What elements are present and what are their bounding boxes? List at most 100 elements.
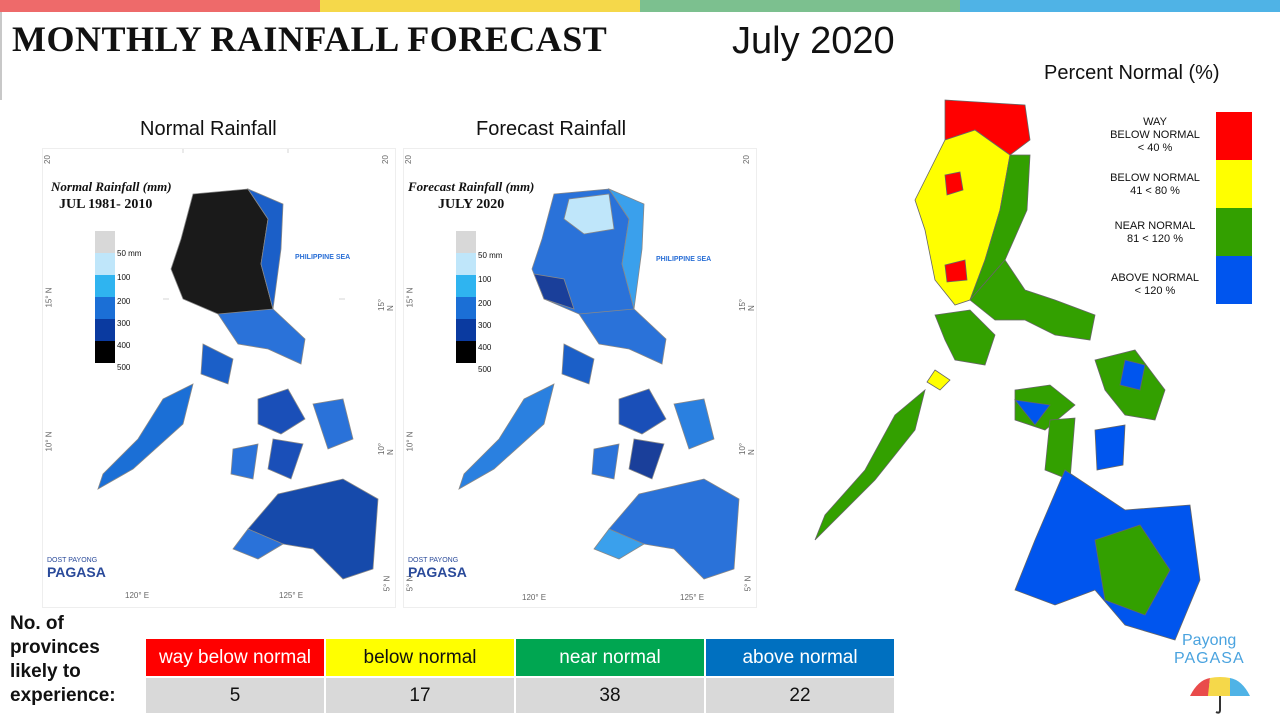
forecast-map-caption: Forecast Rainfall (mm) xyxy=(408,179,535,194)
legend-line: 81 < 120 % xyxy=(1127,233,1183,245)
branding-payong: Payong xyxy=(1182,632,1237,649)
scale-label: 100 xyxy=(117,273,131,282)
count-way-below-normal: 5 xyxy=(146,678,324,713)
scale-label: 100 xyxy=(478,275,492,284)
scale-label: 300 xyxy=(478,321,492,330)
percent-normal-map xyxy=(814,99,1201,641)
header-above-normal: above normal xyxy=(706,639,894,676)
top-color-bar xyxy=(0,0,1280,12)
top-bar-red xyxy=(0,0,320,12)
lat-label: 15° N xyxy=(377,298,395,311)
left-divider xyxy=(0,12,2,100)
legend-above: ABOVE NORMAL < 120 % xyxy=(1100,272,1210,298)
provinces-label-line: experience: xyxy=(10,685,116,706)
legend-line: ABOVE NORMAL xyxy=(1110,272,1200,284)
top-bar-green xyxy=(640,0,960,12)
scale-swatch xyxy=(95,319,115,341)
lat-label: 15° N xyxy=(44,287,54,308)
normal-rainfall-map: Normal Rainfall (mm) JUL 1981- 2010 50 m… xyxy=(42,148,396,608)
scale-label: 200 xyxy=(117,297,131,306)
count-below-normal: 17 xyxy=(326,678,514,713)
top-bar-yellow xyxy=(320,0,640,12)
lon-label: 120° E xyxy=(125,591,150,600)
forecast-map-scale xyxy=(456,231,476,363)
scale-label: 300 xyxy=(117,319,131,328)
lon-label: 120° E xyxy=(522,593,547,602)
lat-label: 10° N xyxy=(738,442,756,455)
sea-label: PHILIPPINE SEA xyxy=(656,256,712,263)
header-way-below-normal: way below normal xyxy=(146,639,324,676)
provinces-label: No. of provinces likely to experience: xyxy=(10,612,116,708)
logo-top-text: DOST PAYONG xyxy=(47,557,98,564)
lat-label: 20 xyxy=(403,155,413,164)
forecast-rainfall-map-graphic xyxy=(458,188,740,580)
normal-map-caption: Normal Rainfall (mm) xyxy=(51,179,172,194)
legend-below: BELOW NORMAL 41 < 80 % xyxy=(1100,172,1210,198)
lat-label: 5° N xyxy=(382,575,392,592)
scale-label: 50 mm xyxy=(478,251,503,260)
lat-label: 20 xyxy=(741,155,751,164)
pagasa-logo: DOST PAYONG PAGASA xyxy=(47,557,106,580)
percent-normal-title: Percent Normal (%) xyxy=(1044,62,1220,84)
normal-map-subcaption: JUL 1981- 2010 xyxy=(59,197,153,212)
header-below-normal: below normal xyxy=(326,639,514,676)
lat-label: 15° N xyxy=(405,287,415,308)
legend-swatch-yellow xyxy=(1216,160,1252,208)
scale-swatch xyxy=(456,341,476,363)
legend-swatch-green xyxy=(1216,208,1252,256)
legend-swatch-red xyxy=(1216,112,1252,160)
scale-label: 200 xyxy=(478,299,492,308)
lat-label: 15° N xyxy=(738,298,756,311)
forecast-rainfall-label: Forecast Rainfall xyxy=(476,118,627,140)
forecast-date: July 2020 xyxy=(732,20,895,62)
normal-rainfall-label: Normal Rainfall xyxy=(140,118,277,140)
header-near-normal: near normal xyxy=(516,639,704,676)
scale-swatch xyxy=(95,275,115,297)
umbrella-icon xyxy=(1190,677,1250,714)
normal-rainfall-map-graphic xyxy=(97,149,379,580)
page-title: MONTHLY RAINFALL FORECAST xyxy=(12,19,608,59)
scale-swatch xyxy=(456,253,476,275)
lat-label: 20 xyxy=(42,155,52,164)
scale-swatch xyxy=(95,253,115,275)
legend-way-below: WAY BELOW NORMAL < 40 % xyxy=(1100,116,1210,155)
lon-label: 125° E xyxy=(680,593,705,602)
logo-top-text: DOST PAYONG xyxy=(408,557,459,564)
scale-swatch xyxy=(456,231,476,253)
legend-near: NEAR NORMAL 81 < 120 % xyxy=(1100,220,1210,246)
scale-swatch xyxy=(456,297,476,319)
lat-label: 10° N xyxy=(377,442,395,455)
forecast-map-subcaption: JULY 2020 xyxy=(438,197,505,212)
normal-map-scale xyxy=(95,231,115,363)
scale-label: 500 xyxy=(117,363,131,372)
scale-swatch xyxy=(456,275,476,297)
top-bar-blue xyxy=(960,0,1280,12)
legend-swatch-blue xyxy=(1216,256,1252,304)
logo-main-text: PAGASA xyxy=(408,564,467,580)
count-above-normal: 22 xyxy=(706,678,894,713)
lon-label: 125° E xyxy=(279,591,304,600)
branding-pagasa: PAGASA xyxy=(1174,650,1245,667)
legend-line: NEAR NORMAL xyxy=(1114,220,1196,232)
pagasa-logo: DOST PAYONG PAGASA xyxy=(408,557,467,580)
logo-main-text: PAGASA xyxy=(47,564,106,580)
lat-label: 10° N xyxy=(405,431,415,452)
scale-swatch xyxy=(95,297,115,319)
scale-swatch xyxy=(95,341,115,363)
legend-line: BELOW NORMAL xyxy=(1110,129,1200,141)
scale-label: 400 xyxy=(117,341,131,350)
count-near-normal: 38 xyxy=(516,678,704,713)
legend-line: WAY xyxy=(1143,116,1167,128)
sea-label: PHILIPPINE SEA xyxy=(295,254,351,261)
scale-label: 500 xyxy=(478,365,492,374)
lat-label: 20 xyxy=(380,155,390,164)
legend-line: BELOW NORMAL xyxy=(1110,172,1200,184)
scale-label: 400 xyxy=(478,343,492,352)
provinces-label-line: likely to xyxy=(10,661,81,682)
scale-swatch xyxy=(95,231,115,253)
provinces-label-line: No. of xyxy=(10,613,64,634)
legend-line: < 40 % xyxy=(1137,142,1173,154)
provinces-label-line: provinces xyxy=(10,637,100,658)
lat-label: 10° N xyxy=(44,431,54,452)
legend-line: 41 < 80 % xyxy=(1130,185,1180,197)
